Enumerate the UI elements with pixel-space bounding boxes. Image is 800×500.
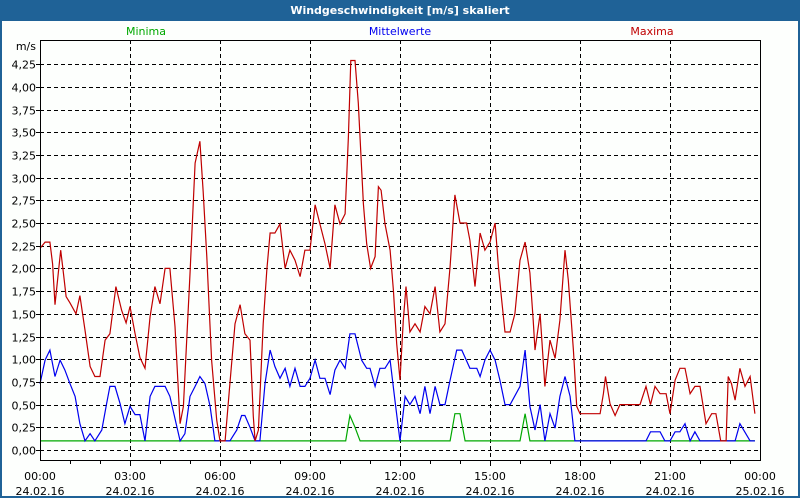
x-tick-label-date: 24.02.16 [646,485,695,498]
y-tick-label: 2,75 [12,195,37,208]
y-tick-label: 0,50 [12,400,37,413]
series-line-maxima [39,59,756,442]
axes: 0,00 0,25 0,50 0,75 1,00 1,25 1,50 1,75 2,00 2,25… [12,59,785,499]
y-tick-label: 0,00 [12,445,37,458]
x-tick-label-time: 21:00 [654,470,686,483]
x-tick-label-time: 12:00 [384,470,416,483]
legend: Minima Mittelwerte Maxima [126,25,674,38]
x-tick-label-date: 25.02.16 [736,485,785,498]
y-tick-label: 0,25 [12,422,37,435]
legend-minima: Minima [126,25,166,38]
y-tick-label: 3,75 [12,105,37,118]
x-tick-label-date: 24.02.16 [106,485,155,498]
y-tick-label: 3,00 [12,173,37,186]
y-tick-label: 3,25 [12,150,37,163]
window-title: Windgeschwindigkeit [m/s] skaliert [0,0,800,21]
y-tick-label: 2,25 [12,241,37,254]
legend-maxima: Maxima [630,25,673,38]
x-tick-label-time: 06:00 [204,470,236,483]
y-tick-label: 2,00 [12,263,37,276]
x-tick-label-date: 24.02.16 [376,485,425,498]
series-line-minima [40,413,755,442]
y-tick-label: 0,75 [12,377,37,390]
x-tick-label-time: 00:00 [24,470,56,483]
x-tick-label-time: 09:00 [294,470,326,483]
y-tick-label: 2,50 [12,218,37,231]
y-axis-unit: m/s [16,40,36,53]
y-tick-label: 1,50 [12,309,37,322]
y-tick-label: 3,50 [12,127,37,140]
y-tick-label: 1,25 [12,332,37,345]
x-tick-label-date: 24.02.16 [196,485,245,498]
x-tick-label-date: 24.02.16 [16,485,65,498]
x-tick-label-time: 03:00 [114,470,146,483]
legend-mittelwerte: Mittelwerte [369,25,432,38]
x-tick-label-time: 15:00 [474,470,506,483]
x-tick-label-date: 24.02.16 [286,485,335,498]
series-line-mittelwerte [39,333,755,443]
grid [40,40,760,460]
x-tick-label-time: 00:00 [744,470,776,483]
x-tick-label-date: 24.02.16 [556,485,605,498]
y-tick-label: 1,00 [12,354,37,367]
y-tick-label: 1,75 [12,286,37,299]
y-tick-label: 4,00 [12,82,37,95]
series-lines [39,59,756,443]
x-tick-label-time: 18:00 [564,470,596,483]
y-tick-label: 4,25 [12,59,37,72]
x-tick-label-date: 24.02.16 [466,485,515,498]
